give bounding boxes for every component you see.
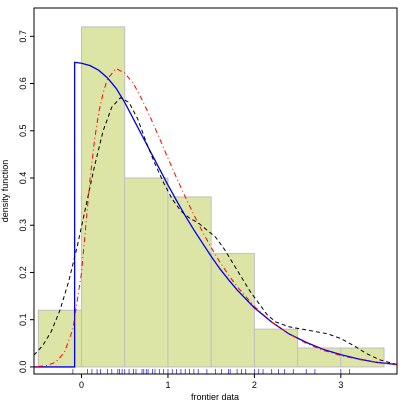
y-tick-label: 0.5 xyxy=(18,125,28,138)
y-tick-label: 0.7 xyxy=(18,30,28,43)
histogram-bar xyxy=(297,347,342,368)
y-tick-label: 0.4 xyxy=(18,172,28,185)
x-tick-label: 3 xyxy=(338,380,343,390)
histogram-bar xyxy=(124,177,169,368)
y-tick-label: 0.2 xyxy=(18,266,28,279)
y-axis: 0.0 0.1 0.2 0.3 0.4 0.5 0.6 0.7 xyxy=(18,30,34,373)
density-curve-solid xyxy=(34,61,397,368)
histogram-bar xyxy=(167,196,212,368)
x-tick-label: 0 xyxy=(79,380,84,390)
x-tick-label: 1 xyxy=(165,380,170,390)
histogram-bars xyxy=(37,26,385,368)
density-curve-dotdash xyxy=(34,67,397,368)
y-tick-label: 0.6 xyxy=(18,77,28,90)
y-tick-label: 0.0 xyxy=(18,361,28,374)
histogram-bar xyxy=(210,253,255,368)
x-axis: 0 1 2 3 xyxy=(79,374,343,390)
x-axis-label: frontier data xyxy=(191,392,239,402)
rug-marks xyxy=(72,369,350,374)
plot-frame xyxy=(33,7,398,375)
y-tick-label: 0.1 xyxy=(18,313,28,326)
density-curves xyxy=(34,61,397,368)
y-tick-label: 0.3 xyxy=(18,219,28,232)
y-axis-label: density function xyxy=(0,160,10,223)
histogram-bar xyxy=(81,26,126,368)
x-tick-label: 2 xyxy=(252,380,257,390)
density-curve-dashed xyxy=(34,97,397,366)
